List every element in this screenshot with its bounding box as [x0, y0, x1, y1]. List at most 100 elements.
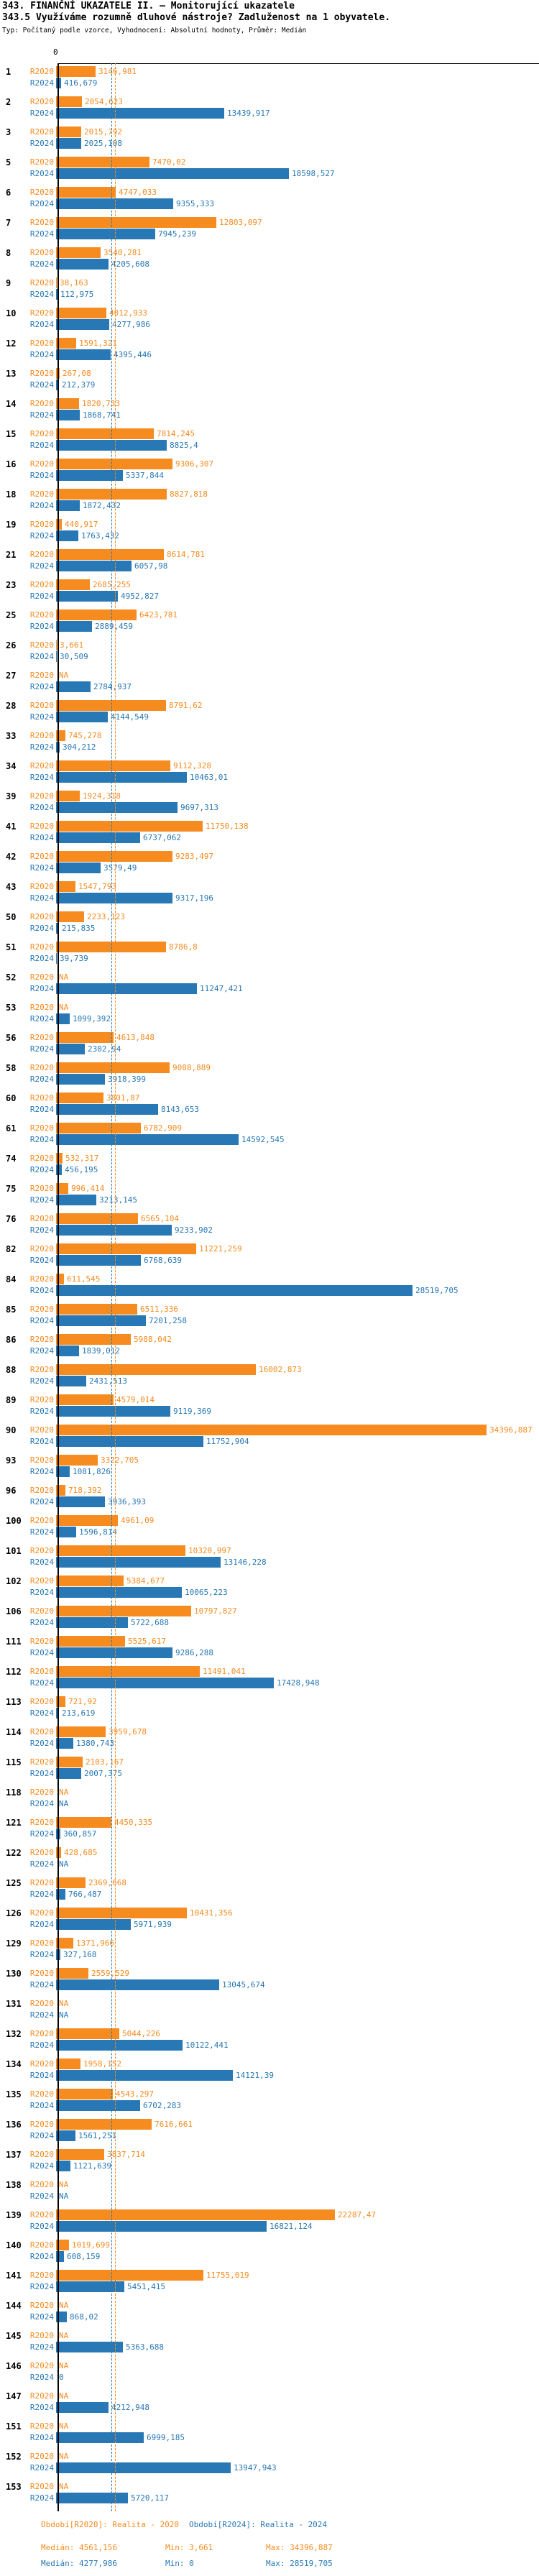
chart-row: 101 R2020 10320,997 R2024 13146,228 — [0, 1545, 539, 1568]
series-label-r2020: R2020 — [29, 912, 54, 921]
row-number: 61 — [6, 1123, 17, 1133]
bar-value-r2024: 39,739 — [60, 954, 88, 963]
series-label-r2024: R2024 — [29, 441, 54, 450]
bar-value-r2024: 766,487 — [68, 1890, 102, 1899]
bar-r2020 — [56, 1153, 63, 1164]
bar-line-r2020: R2020 NA — [0, 2421, 539, 2432]
bar-line-r2020: R2020 NA — [0, 1998, 539, 2009]
bar-value-r2020: 4543,297 — [116, 2089, 154, 2099]
bar-line-r2024: R2024 2431,513 — [0, 1376, 539, 1386]
chart-row: 3 R2020 2015,792 R2024 2025,108 — [0, 126, 539, 149]
bar-r2024 — [56, 229, 155, 239]
bar-line-r2020: R2020 611,545 — [0, 1274, 539, 1284]
bar-r2020 — [56, 2209, 335, 2220]
bar-r2024 — [56, 1044, 85, 1054]
series-label-r2020: R2020 — [29, 2120, 54, 2129]
bar-line-r2020: R2020 2103,167 — [0, 1757, 539, 1767]
bar-value-r2020: 4961,09 — [121, 1516, 155, 1525]
bar-r2024 — [56, 1647, 172, 1658]
chart-row: 75 R2020 996,414 R2024 3213,145 — [0, 1183, 539, 1205]
bar-line-r2020: R2020 NA — [0, 1002, 539, 1013]
bar-line-r2024: R2024 4212,948 — [0, 2402, 539, 2413]
report-meta: Typ: Počítaný podle vzorce, Vyhodnocení:… — [2, 27, 307, 34]
bar-value-r2020: 3801,87 — [106, 1093, 140, 1103]
series-label-r2020: R2020 — [29, 942, 54, 952]
bar-r2020 — [56, 881, 75, 892]
series-label-r2020: R2020 — [29, 1818, 54, 1827]
series-label-r2024: R2024 — [29, 1739, 54, 1748]
chart-row: 147 R2020 NA R2024 4212,948 — [0, 2391, 539, 2413]
bar-line-r2024: R2024 766,487 — [0, 1889, 539, 1900]
bar-r2024 — [56, 1527, 76, 1537]
bar-r2020 — [56, 1545, 185, 1556]
bar-value-r2024: 13045,674 — [222, 1980, 265, 1990]
bar-line-r2020: R2020 440,917 — [0, 519, 539, 530]
bar-value-r2020: 7616,661 — [155, 2120, 193, 2129]
report-title: 343. FINANČNÍ UKAZATELE II. – Monitorují… — [2, 1, 295, 12]
series-label-r2020: R2020 — [29, 1093, 54, 1103]
series-label-r2020: R2020 — [29, 1184, 54, 1193]
bar-value-r2024: 9233,902 — [175, 1225, 213, 1235]
series-label-r2020: R2020 — [29, 1516, 54, 1525]
bar-r2020 — [56, 1274, 64, 1284]
bar-value-r2020: 2369,668 — [88, 1878, 126, 1887]
bar-value-r2020: 8791,62 — [169, 701, 203, 710]
bar-line-r2020: R2020 8786,8 — [0, 942, 539, 952]
bar-line-r2024: R2024 14121,39 — [0, 2070, 539, 2081]
bar-value-r2020: 9112,328 — [173, 761, 211, 770]
bar-r2020 — [56, 1062, 170, 1073]
median-stat-r2024: Medián: 4277,986 — [41, 2559, 117, 2568]
bar-value-r2024: 8825,4 — [170, 441, 198, 450]
bar-line-r2020: R2020 7616,661 — [0, 2119, 539, 2130]
bar-r2020 — [56, 700, 166, 711]
bar-value-r2020: 7470,02 — [152, 157, 186, 167]
bar-line-r2020: R2020 9088,889 — [0, 1062, 539, 1073]
chart-row: 26 R2020 3,661 R2024 30,509 — [0, 640, 539, 662]
bar-r2024 — [56, 651, 57, 662]
series-label-r2024: R2024 — [29, 1286, 54, 1295]
bar-value-r2024: 8143,653 — [161, 1105, 199, 1114]
series-label-r2024: R2024 — [29, 1708, 54, 1718]
bar-line-r2024: R2024 7201,258 — [0, 1315, 539, 1326]
bar-value-r2024: 30,509 — [60, 652, 88, 661]
bar-r2020 — [56, 579, 90, 590]
bar-line-r2024: R2024 5971,939 — [0, 1919, 539, 1930]
bar-line-r2024: R2024 4395,446 — [0, 349, 539, 360]
bar-line-r2020: R2020 718,392 — [0, 1485, 539, 1496]
bar-value-r2020: NA — [59, 671, 69, 680]
bar-line-r2020: R2020 3540,281 — [0, 247, 539, 258]
bar-r2020 — [56, 851, 172, 862]
bar-line-r2020: R2020 745,278 — [0, 730, 539, 741]
bar-value-r2020: 721,92 — [68, 1697, 97, 1706]
bar-r2020 — [56, 821, 203, 832]
bar-value-r2020: 4450,335 — [114, 1818, 152, 1827]
bar-line-r2020: R2020 4613,848 — [0, 1032, 539, 1043]
bar-line-r2020: R2020 5044,226 — [0, 2028, 539, 2039]
series-label-r2024: R2024 — [29, 2222, 54, 2231]
bar-value-r2024: 7945,239 — [158, 229, 196, 239]
series-label-r2024: R2024 — [29, 2403, 54, 2412]
bar-line-r2024: R2024 NA — [0, 1798, 539, 1809]
bar-line-r2024: R2024 7945,239 — [0, 229, 539, 239]
series-label-r2024: R2024 — [29, 592, 54, 601]
bar-r2020 — [56, 1183, 68, 1194]
bar-value-r2020: 38,163 — [60, 278, 88, 288]
bar-line-r2020: R2020 4450,335 — [0, 1817, 539, 1828]
bar-r2020 — [56, 126, 81, 137]
bar-line-r2020: R2020 7814,245 — [0, 428, 539, 439]
series-label-r2020: R2020 — [29, 1697, 54, 1706]
chart-rows: 1 R2020 3146,981 R2024 416,679 2 R2020 2… — [0, 66, 539, 2511]
chart-row: 21 R2020 8614,781 R2024 6057,98 — [0, 549, 539, 571]
chart-row: 144 R2020 NA R2024 868,02 — [0, 2300, 539, 2322]
chart-row: 53 R2020 NA R2024 1099,392 — [0, 1002, 539, 1024]
row-number: 51 — [6, 942, 17, 952]
series-label-r2020: R2020 — [29, 1969, 54, 1978]
bar-r2020 — [56, 1757, 83, 1767]
min-stat-r2024: Min: 0 — [165, 2559, 194, 2568]
bar-value-r2024: 112,975 — [60, 290, 94, 299]
row-number: 140 — [6, 2240, 22, 2250]
bar-line-r2024: R2024 5363,688 — [0, 2342, 539, 2352]
series-label-r2020: R2020 — [29, 2180, 54, 2189]
bar-value-r2024: NA — [59, 2010, 69, 2020]
